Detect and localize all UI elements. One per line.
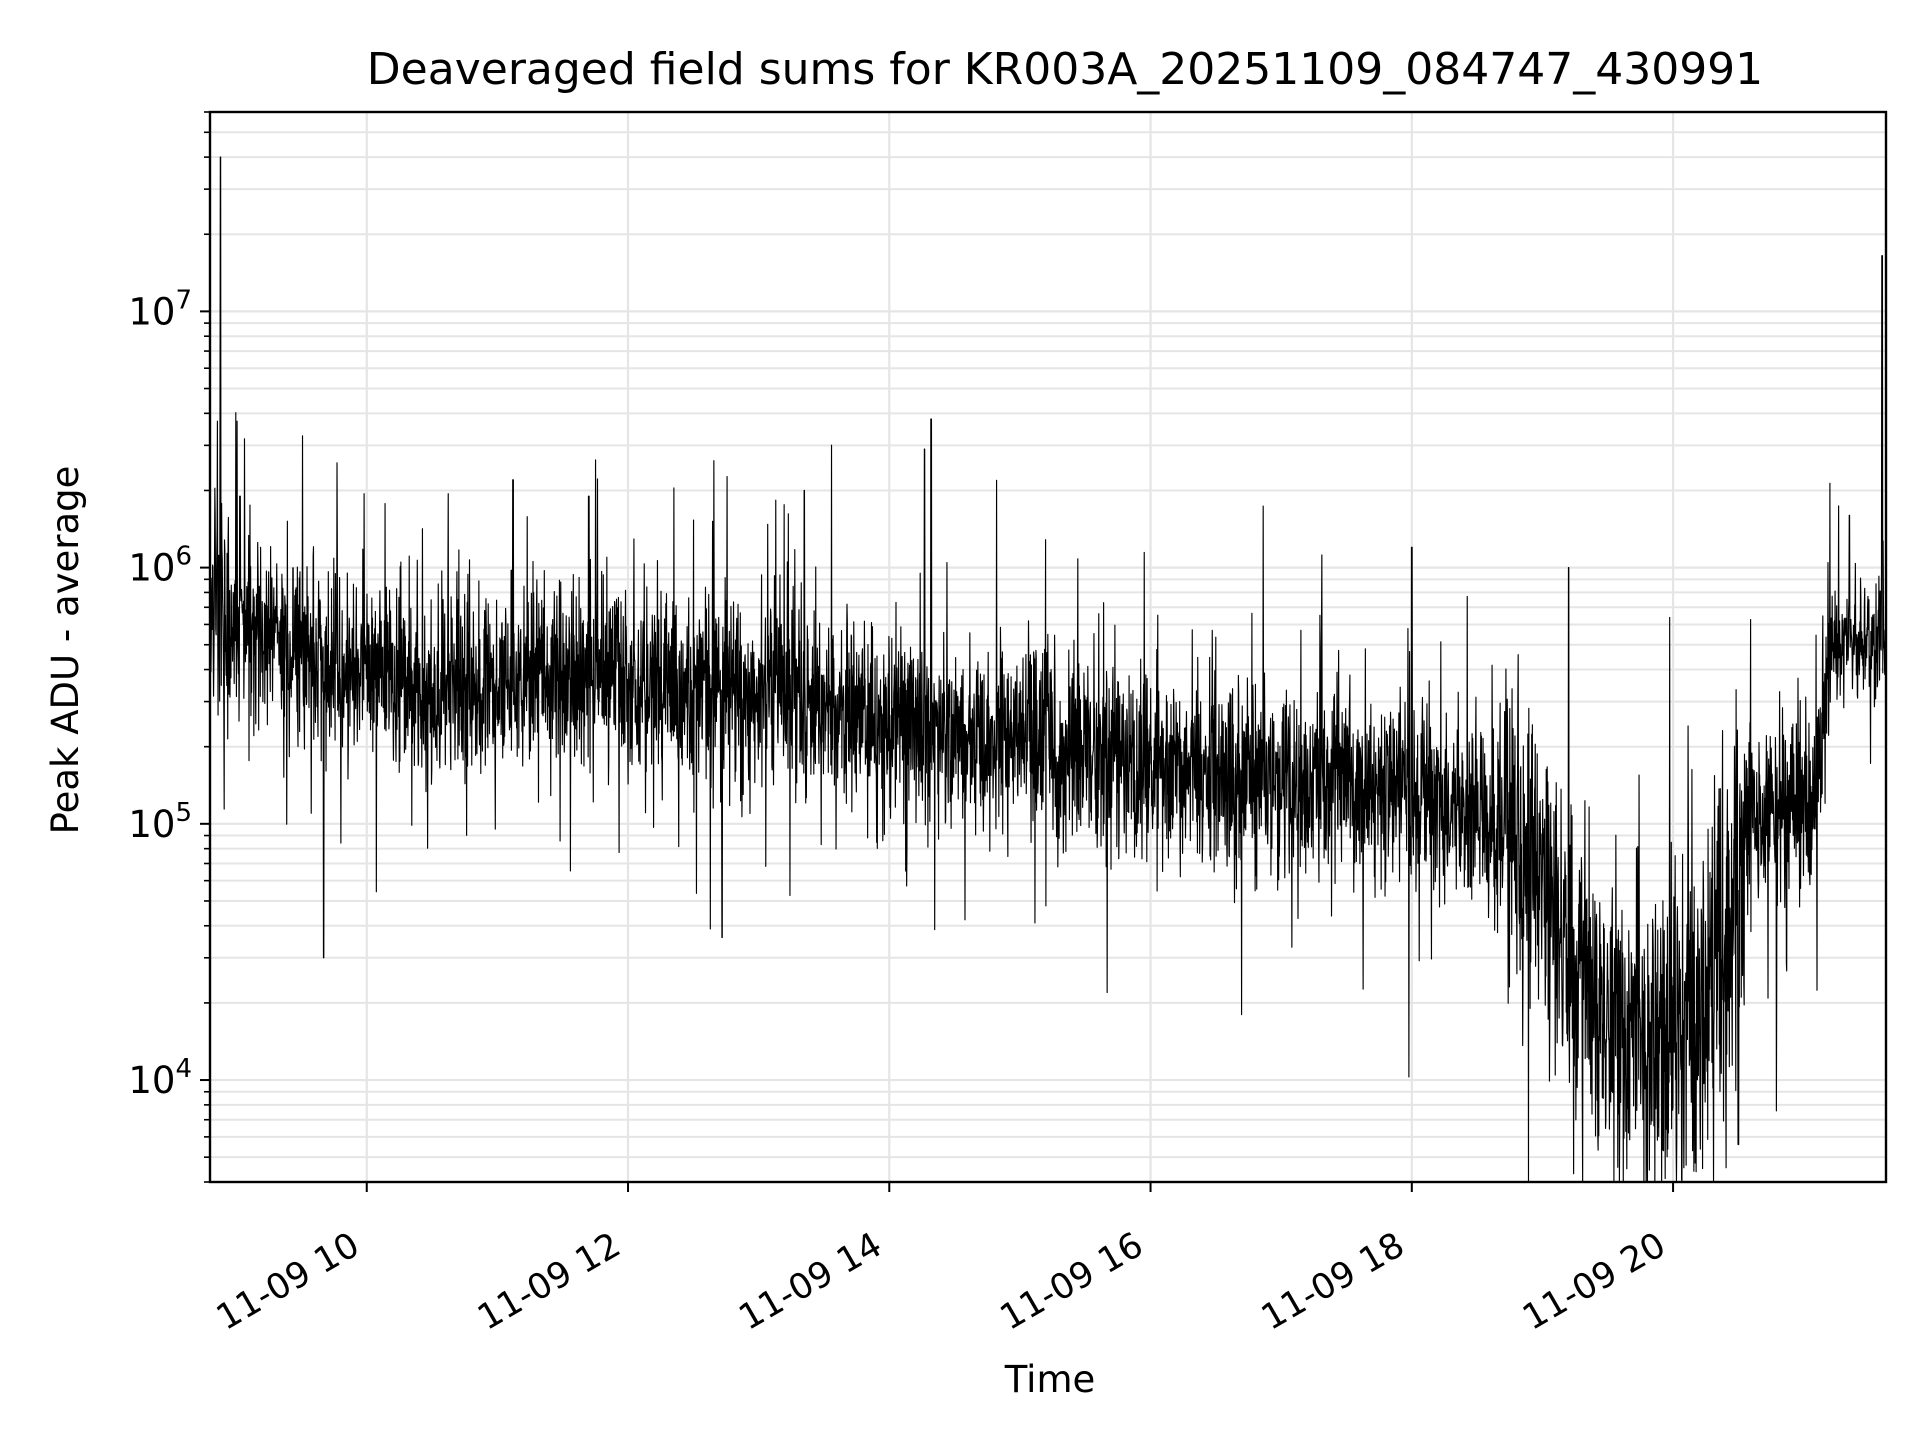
- x-tick-label: 11-09 20: [1516, 1225, 1672, 1338]
- x-tick-label: 11-09 10: [210, 1225, 366, 1338]
- x-tick-label: 11-09 14: [732, 1225, 888, 1338]
- peak-adu-series-line: [209, 156, 1887, 1183]
- plot-frame: [208, 110, 1888, 1184]
- y-tick-label: 104: [128, 1054, 192, 1102]
- y-tick-exponent: 4: [175, 1054, 192, 1084]
- y-tick-label: 106: [128, 542, 192, 590]
- series-layer: [209, 156, 1887, 1183]
- x-tick-label: 11-09 12: [471, 1225, 627, 1338]
- y-tick-label: 105: [128, 798, 192, 846]
- x-axis-label: Time: [1004, 1358, 1096, 1401]
- y-tick-exponent: 7: [175, 285, 192, 315]
- y-tick-exponent: 6: [175, 542, 192, 572]
- y-axis-label: Peak ADU - average: [44, 466, 87, 835]
- x-tick-label: 11-09 16: [994, 1225, 1150, 1338]
- chart-title: Deaveraged field sums for KR003A_2025110…: [367, 44, 1763, 95]
- y-tick-label: 107: [128, 285, 192, 333]
- y-tick-exponent: 5: [175, 798, 192, 828]
- x-tick-label: 11-09 18: [1255, 1225, 1411, 1338]
